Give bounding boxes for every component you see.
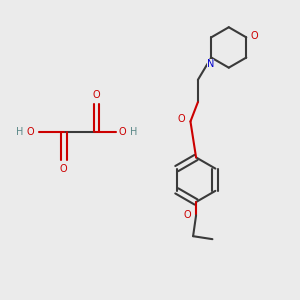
Text: O: O bbox=[183, 210, 191, 220]
Text: H: H bbox=[16, 127, 24, 137]
Text: H: H bbox=[130, 127, 137, 137]
Text: O: O bbox=[250, 31, 258, 41]
Text: O: O bbox=[26, 127, 34, 137]
Text: N: N bbox=[207, 59, 214, 69]
Text: O: O bbox=[60, 164, 68, 174]
Text: O: O bbox=[93, 90, 100, 100]
Text: O: O bbox=[177, 114, 185, 124]
Text: O: O bbox=[118, 127, 126, 137]
